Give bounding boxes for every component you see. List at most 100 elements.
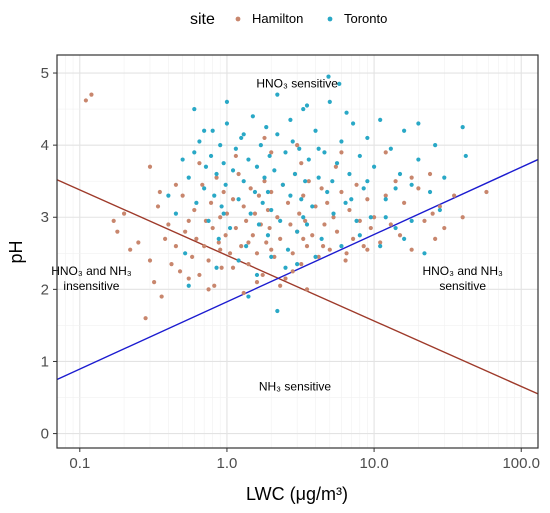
data-point (397, 171, 403, 177)
trend-line (57, 179, 538, 395)
trend-lines (57, 158, 538, 395)
data-point (322, 222, 327, 227)
y-tick-label: 5 (41, 65, 49, 82)
data-point (288, 222, 293, 227)
data-point (183, 251, 188, 256)
data-point (221, 189, 226, 195)
data-point (246, 294, 251, 299)
data-point (147, 164, 153, 169)
data-point (334, 229, 340, 234)
data-point (290, 139, 295, 144)
x-axis-title: LWC (μg/m³) (246, 484, 348, 504)
data-point (262, 179, 267, 184)
data-point (246, 262, 251, 267)
y-tick-label: 3 (41, 209, 49, 226)
data-point (361, 186, 366, 191)
data-point (301, 215, 306, 220)
data-point (383, 215, 388, 220)
data-point (303, 218, 308, 223)
data-point (460, 125, 465, 130)
data-point (339, 139, 344, 144)
data-point (402, 236, 407, 241)
data-point (256, 222, 262, 227)
data-point (115, 229, 120, 234)
data-point (241, 179, 246, 184)
data-point (365, 197, 370, 202)
data-point (202, 128, 207, 133)
region-label: HNO₃ and NH₃ insensitive (51, 264, 132, 293)
data-point (194, 236, 199, 241)
data-point (246, 240, 251, 245)
data-point (219, 265, 224, 270)
data-point (378, 117, 383, 122)
data-point (248, 186, 253, 191)
data-point (388, 222, 393, 227)
data-point (265, 207, 271, 213)
data-point (299, 161, 304, 166)
data-point (200, 182, 205, 187)
data-point (212, 193, 217, 198)
data-point (325, 189, 330, 195)
data-point (299, 262, 304, 267)
data-point (197, 161, 202, 166)
data-point (186, 218, 191, 223)
data-point (233, 153, 238, 159)
data-point (227, 225, 233, 231)
data-point (159, 294, 164, 299)
data-point (208, 200, 214, 205)
data-point (214, 265, 219, 270)
axis-ticks: 0.1 1.0 10.0 100.0 0 1 2 3 4 5 (41, 65, 540, 472)
data-point (416, 186, 421, 191)
data-point (219, 204, 224, 209)
data-point (239, 135, 244, 141)
data-point (136, 240, 141, 245)
data-point (437, 204, 442, 209)
data-point (202, 186, 207, 191)
data-point (347, 171, 352, 177)
data-point (316, 175, 321, 180)
data-point (322, 150, 327, 155)
data-point (166, 222, 171, 227)
data-point (339, 150, 344, 155)
data-point (368, 215, 373, 220)
data-point (278, 236, 283, 241)
data-point (173, 243, 179, 249)
legend-label: Toronto (344, 11, 387, 26)
data-point (89, 92, 94, 97)
data-point (422, 251, 427, 256)
scatter-points (83, 74, 489, 321)
data-point (303, 179, 308, 184)
legend-swatch (235, 16, 241, 22)
data-point (278, 218, 283, 223)
data-point (227, 251, 233, 256)
data-point (331, 215, 336, 220)
data-point (397, 233, 403, 238)
data-point (216, 240, 221, 245)
legend: site Hamilton Toronto (190, 11, 387, 28)
data-point (143, 316, 148, 321)
data-point (292, 171, 298, 177)
data-point (378, 243, 383, 249)
data-point (254, 251, 260, 256)
data-point (244, 243, 249, 249)
data-point (430, 211, 435, 216)
data-point (460, 215, 465, 220)
x-tick-label: 100.0 (502, 455, 540, 472)
data-point (272, 168, 277, 173)
data-point (190, 254, 195, 260)
data-point (283, 150, 288, 155)
data-point (409, 247, 414, 252)
data-point (233, 146, 238, 151)
data-point (262, 135, 267, 141)
data-point (275, 215, 280, 220)
data-point (433, 236, 438, 241)
data-point (192, 106, 197, 112)
data-point (334, 161, 340, 166)
data-point (241, 132, 246, 137)
data-point (218, 247, 223, 252)
data-point (258, 143, 263, 148)
data-point (186, 175, 191, 180)
data-point (409, 175, 414, 180)
x-tick-label: 1.0 (217, 455, 238, 472)
data-point (344, 251, 349, 256)
